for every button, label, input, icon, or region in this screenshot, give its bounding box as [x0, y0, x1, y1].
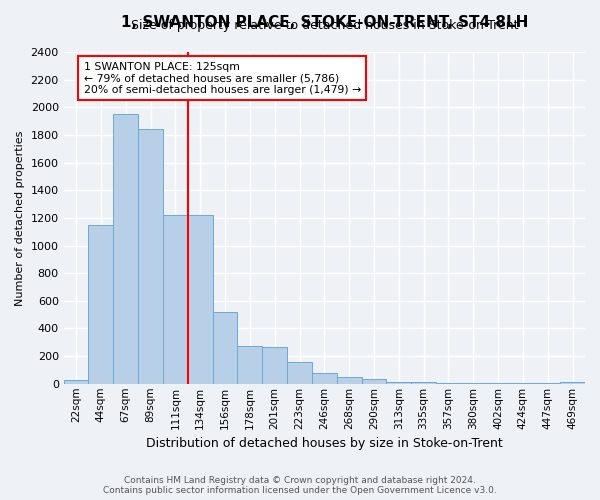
Bar: [262, 347, 287, 384]
Bar: [560, 382, 585, 384]
Y-axis label: Number of detached properties: Number of detached properties: [15, 130, 25, 306]
Bar: [188, 215, 212, 384]
X-axis label: Distribution of detached houses by size in Stoke-on-Trent: Distribution of detached houses by size …: [146, 437, 503, 450]
Text: Size of property relative to detached houses in Stoke-on-Trent: Size of property relative to detached ho…: [131, 19, 518, 32]
Bar: [64, 380, 88, 384]
Bar: [386, 382, 411, 384]
Bar: [337, 377, 362, 384]
Bar: [138, 130, 163, 384]
Bar: [212, 312, 238, 384]
Bar: [411, 382, 436, 384]
Bar: [436, 382, 461, 384]
Bar: [312, 372, 337, 384]
Bar: [362, 379, 386, 384]
Bar: [238, 346, 262, 384]
Bar: [163, 215, 188, 384]
Text: 1 SWANTON PLACE: 125sqm
← 79% of detached houses are smaller (5,786)
20% of semi: 1 SWANTON PLACE: 125sqm ← 79% of detache…: [83, 62, 361, 95]
Title: 1, SWANTON PLACE, STOKE-ON-TRENT, ST4 8LH: 1, SWANTON PLACE, STOKE-ON-TRENT, ST4 8L…: [121, 15, 528, 30]
Text: Contains HM Land Registry data © Crown copyright and database right 2024.
Contai: Contains HM Land Registry data © Crown c…: [103, 476, 497, 495]
Bar: [88, 225, 113, 384]
Bar: [461, 383, 485, 384]
Bar: [113, 114, 138, 384]
Bar: [287, 362, 312, 384]
